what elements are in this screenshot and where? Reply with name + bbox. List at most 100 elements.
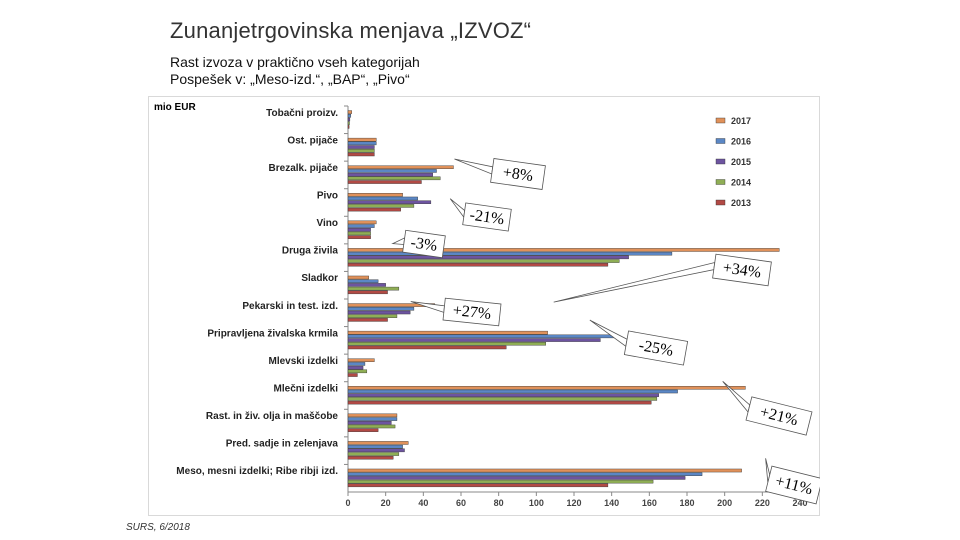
bar-2015 (347, 283, 386, 287)
annotation-text: +34% (722, 259, 762, 281)
bar-2013 (347, 290, 388, 295)
bar-2016 (347, 472, 703, 476)
chart-frame (148, 96, 820, 516)
bar-2016 (347, 417, 398, 421)
callout-box (745, 396, 813, 436)
bar-2016 (347, 362, 366, 366)
annotation-callout: -3% (391, 229, 446, 259)
bar-2017 (347, 165, 454, 169)
bar-2014 (347, 286, 400, 291)
bar-2015 (347, 393, 659, 397)
callout-box (462, 202, 512, 232)
export-bar-chart: mio EUR 0 20 40 60 80 100 120 140 160 180 200 220 240… (148, 96, 820, 516)
category-label: Mlevski izdelki (269, 356, 339, 367)
bar-2016 (347, 224, 375, 228)
bar-2016 (347, 389, 678, 394)
bar-2013 (347, 345, 507, 350)
category-label: Druga živila (282, 246, 339, 257)
bar-2014 (347, 314, 398, 318)
callout-arrow (391, 237, 406, 245)
callout-arrow (454, 158, 494, 175)
bar-2013 (347, 125, 350, 129)
x-tick-label: 140 (604, 498, 619, 508)
bar-2015 (347, 448, 405, 453)
annotation-text: -25% (637, 337, 674, 360)
bar-2015 (347, 310, 411, 315)
callout-box (490, 158, 546, 190)
bar-2014 (347, 231, 371, 236)
annotation-callout: +34% (553, 253, 772, 303)
x-tick-label: 100 (529, 498, 544, 508)
annotation-callout: -21% (449, 198, 512, 232)
legend-label: 2013 (731, 198, 751, 208)
bar-2017 (347, 220, 377, 225)
x-tick-label: 220 (755, 498, 770, 508)
bar-2013 (347, 235, 371, 239)
bar-2015 (347, 145, 375, 149)
bar-2016 (347, 196, 418, 201)
bar-2016 (347, 444, 403, 449)
category-label: Ost. pijače (287, 135, 338, 146)
x-tick-label: 60 (456, 498, 466, 508)
bar-2014 (347, 397, 658, 401)
bar-2013 (347, 428, 379, 432)
bar-2013 (347, 373, 358, 377)
bar-2013 (347, 180, 422, 184)
legend-label: 2015 (731, 157, 751, 167)
annotation-text: +27% (452, 302, 492, 323)
annotation-text: -21% (469, 207, 506, 229)
bar-2015 (347, 365, 364, 370)
bar-2015 (347, 476, 686, 480)
bar-2017 (347, 330, 548, 335)
legend-swatch-2016 (715, 138, 726, 144)
bar-2013 (347, 262, 609, 267)
category-label: Pripravljena živalska krmila (207, 328, 338, 339)
bar-2017 (347, 275, 369, 280)
category-label: Pekarski in test. izd. (242, 301, 338, 312)
bar-2017 (347, 413, 398, 418)
bar-2016 (347, 307, 415, 311)
legend-swatch-2017 (715, 117, 726, 124)
x-tick-label: 40 (418, 498, 428, 508)
slide-title: Zunanjetrgovinska menjava „IZVOZ“ (170, 18, 532, 43)
annotation-callout: +21% (722, 381, 813, 436)
callout-arrow (722, 381, 751, 413)
category-label: Mlečni izdelki (274, 384, 339, 395)
bar-2017 (347, 110, 352, 114)
category-label: Rast. in živ. olja in maščobe (206, 411, 339, 422)
bar-2016 (347, 114, 352, 118)
legend-swatch-2015 (715, 158, 726, 165)
callout-box (623, 330, 689, 366)
bar-2015 (347, 172, 433, 177)
bar-2017 (347, 193, 403, 197)
x-tick-label: 160 (642, 498, 657, 508)
legend-label: 2014 (731, 178, 751, 188)
legend-swatch-2014 (715, 179, 726, 185)
bar-2017 (347, 468, 742, 473)
callout-arrow (449, 198, 466, 219)
callout-box (712, 253, 772, 287)
category-label: Pivo (317, 191, 338, 202)
legend-label: 2016 (731, 137, 751, 147)
bar-2014 (347, 452, 400, 456)
category-label: Vino (317, 218, 338, 229)
bar-2017 (347, 386, 746, 390)
category-label: Sladkor (301, 273, 338, 284)
bar-2017 (347, 137, 377, 142)
bar-2014 (347, 259, 620, 263)
x-tick-label: 200 (717, 498, 732, 508)
callout-arrow (589, 319, 628, 348)
bar-2017 (347, 248, 780, 252)
slide-subtitle-1: Rast izvoza v praktično vseh kategorijah (170, 54, 420, 70)
x-tick-label: 240 (792, 498, 807, 508)
bar-2014 (347, 424, 396, 429)
bar-2014 (347, 176, 441, 181)
bar-2013 (347, 152, 375, 157)
bar-2016 (347, 169, 437, 173)
bar-2015 (347, 338, 601, 342)
category-label: Pred. sadje in zelenjava (226, 439, 339, 450)
legend-swatch-2013 (715, 199, 726, 206)
annotation-callout: +11% (765, 458, 820, 505)
source-note: SURS, 6/2018 (126, 522, 190, 533)
bar-2013 (347, 400, 652, 405)
